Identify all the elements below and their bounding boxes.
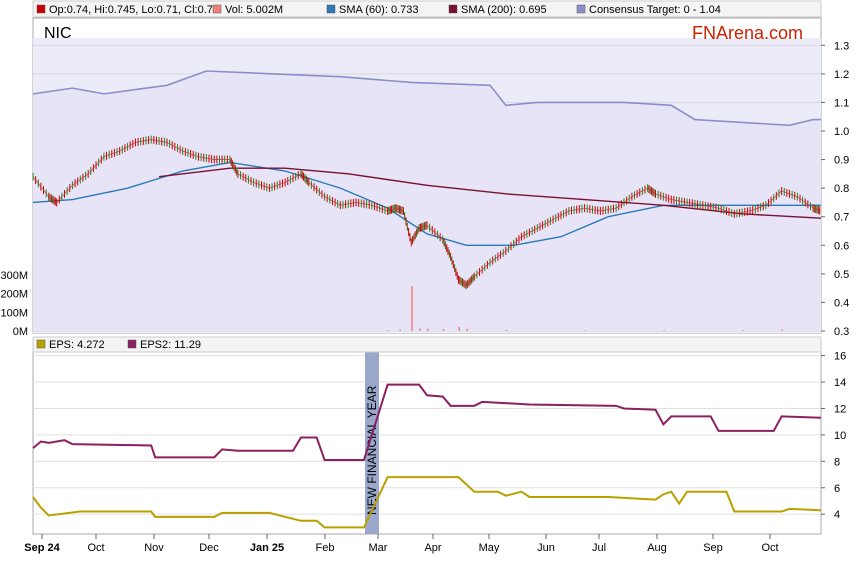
price-y-tick-label: 1.1 xyxy=(834,97,849,109)
price-legend: Op:0.74, Hi:0.745, Lo:0.71, Cl:0.72 Vol: … xyxy=(32,0,822,18)
volume-bar xyxy=(442,329,445,331)
volume-bar xyxy=(821,330,823,331)
volume-bar xyxy=(419,328,421,331)
eps-legend-swatch xyxy=(36,339,46,349)
eps-legend-background xyxy=(32,336,822,353)
volume-bar xyxy=(584,330,587,331)
sma-60-line xyxy=(32,161,821,246)
chart-title: NIC xyxy=(44,25,72,42)
x-tick-label: Aug xyxy=(647,542,667,554)
eps-y-tick-label: 12 xyxy=(834,403,846,415)
price-y-axis: 1.3 1.2 1.1 1.0 0.9 0.8 0.7 0.6 0.5 0.4 0.3 xyxy=(821,40,849,338)
legend-label: SMA (60): 0.733 xyxy=(339,4,419,16)
volume-bar xyxy=(466,328,468,331)
eps-y-tick-label: 14 xyxy=(834,377,846,389)
new-financial-year-marker xyxy=(365,349,379,534)
legend-background xyxy=(32,0,822,18)
volume-bar xyxy=(781,329,784,331)
eps-y-tick-label: 8 xyxy=(834,456,840,468)
x-tick-label: Oct xyxy=(761,542,778,554)
eps-y-tick-label: 4 xyxy=(834,509,840,521)
eps-line xyxy=(32,476,822,529)
price-lines xyxy=(32,135,822,290)
price-y-tick-label: 1.0 xyxy=(834,126,849,138)
volume-bar xyxy=(742,330,744,331)
eps2-line xyxy=(32,383,822,461)
eps-legend-label: EPS: 4.272 xyxy=(49,339,105,351)
volume-y-axis: 300M 200M 100M 0M xyxy=(0,270,28,338)
volume-bar xyxy=(399,329,401,331)
x-axis: Sep 24 Oct Nov Dec Jan 25 Feb Mar Apr May Jun Jul A… xyxy=(24,534,779,554)
legend-label: Consensus Target: 0 - 1.04 xyxy=(589,4,721,16)
x-tick-label: Sep xyxy=(703,542,723,554)
price-y-tick-label: 1.2 xyxy=(834,69,849,81)
price-y-tick-label: 0.4 xyxy=(834,297,849,309)
eps-lines xyxy=(32,383,822,529)
legend-swatch xyxy=(326,4,336,14)
legend-label: Op:0.74, Hi:0.745, Lo:0.71, Cl:0.72 xyxy=(49,4,219,16)
price-y-tick-label: 1.3 xyxy=(834,40,849,52)
sma-200-line xyxy=(158,167,822,219)
legend-label: SMA (200): 0.695 xyxy=(461,4,547,16)
volume-y-tick-label: 300M xyxy=(0,270,28,282)
volume-bar xyxy=(663,330,665,331)
legend-swatch xyxy=(36,4,46,14)
eps-panel-frame xyxy=(32,336,822,535)
eps-legend-swatch xyxy=(127,339,137,349)
eps-legend: EPS: 4.272 EPS2: 11.29 xyxy=(32,336,822,353)
eps-y-axis: 16 14 12 10 8 6 4 xyxy=(821,351,846,521)
eps-legend-label: EPS2: 11.29 xyxy=(140,339,201,351)
x-tick-label: Oct xyxy=(87,542,104,554)
eps-y-tick-label: 10 xyxy=(834,430,846,442)
volume-y-tick-label: 200M xyxy=(0,289,28,301)
legend-swatch xyxy=(576,4,586,14)
eps-gridlines xyxy=(33,355,821,515)
close-price-line xyxy=(32,139,822,286)
legend-swatch xyxy=(448,4,458,14)
legend-swatch xyxy=(212,4,222,14)
x-tick-label: May xyxy=(479,542,500,554)
x-tick-label: Nov xyxy=(144,542,164,554)
x-tick-label: Dec xyxy=(199,542,219,554)
consensus-target-line xyxy=(32,70,821,127)
new-financial-year-label: NEW FINANCIAL YEAR xyxy=(365,385,379,515)
x-tick-label: Mar xyxy=(369,542,388,554)
x-tick-label: Jun xyxy=(537,542,555,554)
price-y-tick-label: 0.3 xyxy=(834,326,849,338)
volume-bars xyxy=(387,286,823,331)
volume-bar xyxy=(458,326,461,331)
x-tick-label: Jan 25 xyxy=(250,542,284,554)
eps-y-tick-label: 16 xyxy=(834,351,846,363)
volume-bar xyxy=(411,286,413,331)
volume-y-tick-label: 0M xyxy=(13,326,28,338)
price-y-tick-label: 0.9 xyxy=(834,155,849,167)
volume-bar xyxy=(427,328,429,331)
x-tick-label: Sep 24 xyxy=(24,542,60,554)
price-y-tick-label: 0.8 xyxy=(834,183,849,195)
price-y-tick-label: 0.5 xyxy=(834,269,849,281)
price-y-tick-label: 0.6 xyxy=(834,240,849,252)
consensus-target-area xyxy=(32,70,821,331)
x-tick-label: Feb xyxy=(316,542,335,554)
consensus-target-fill xyxy=(33,71,821,331)
volume-bar xyxy=(387,330,390,331)
brand-logo: FNArena.com xyxy=(692,23,803,43)
legend-label: Vol: 5.002M xyxy=(225,4,283,16)
x-tick-label: Apr xyxy=(424,542,441,554)
volume-y-tick-label: 100M xyxy=(0,307,28,319)
x-tick-label: Jul xyxy=(592,542,606,554)
price-y-tick-label: 0.7 xyxy=(834,212,849,224)
volume-bar xyxy=(505,329,508,331)
eps-y-tick-label: 6 xyxy=(834,483,840,495)
